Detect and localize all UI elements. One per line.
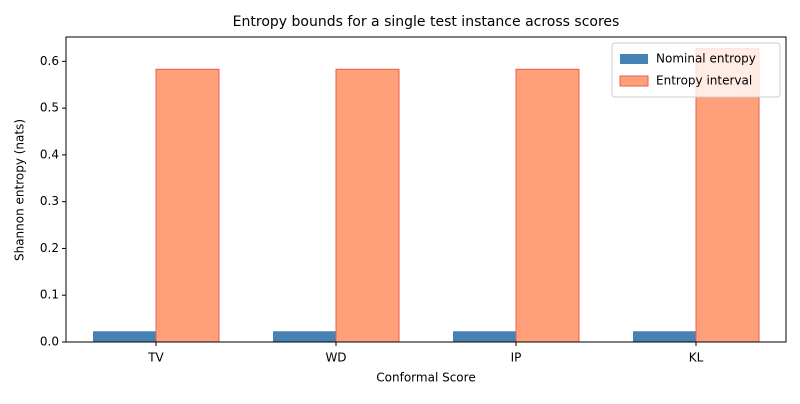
y-tick-label: 0.4 (40, 147, 59, 161)
bar (633, 331, 696, 342)
legend-box (611, 42, 781, 98)
bar (155, 68, 220, 343)
y-axis-label: Shannon entropy (nats) (13, 119, 27, 261)
bar (273, 331, 336, 342)
y-tick-label: 0.6 (40, 54, 59, 68)
x-tick-label: KL (689, 351, 704, 365)
legend-swatch (619, 75, 649, 87)
legend-label: Entropy interval (656, 74, 752, 88)
x-tick-label: IP (511, 351, 522, 365)
bar (515, 68, 580, 343)
y-tick-label: 0.0 (40, 335, 59, 349)
x-axis-label: Conformal Score (376, 371, 475, 385)
y-tick-label: 0.2 (40, 241, 59, 255)
bar (453, 331, 516, 342)
y-tick-label: 0.5 (40, 101, 59, 115)
x-tick-label: TV (147, 351, 164, 365)
bar (695, 48, 760, 343)
chart-title: Entropy bounds for a single test instanc… (233, 14, 620, 30)
bar (93, 331, 156, 342)
legend-label: Nominal entropy (656, 52, 756, 66)
y-tick-label: 0.1 (40, 288, 59, 302)
y-tick-label: 0.3 (40, 194, 59, 208)
plot-frame (65, 36, 787, 343)
bar (335, 68, 400, 343)
x-tick-label: WD (325, 351, 346, 365)
legend-swatch (620, 54, 648, 64)
